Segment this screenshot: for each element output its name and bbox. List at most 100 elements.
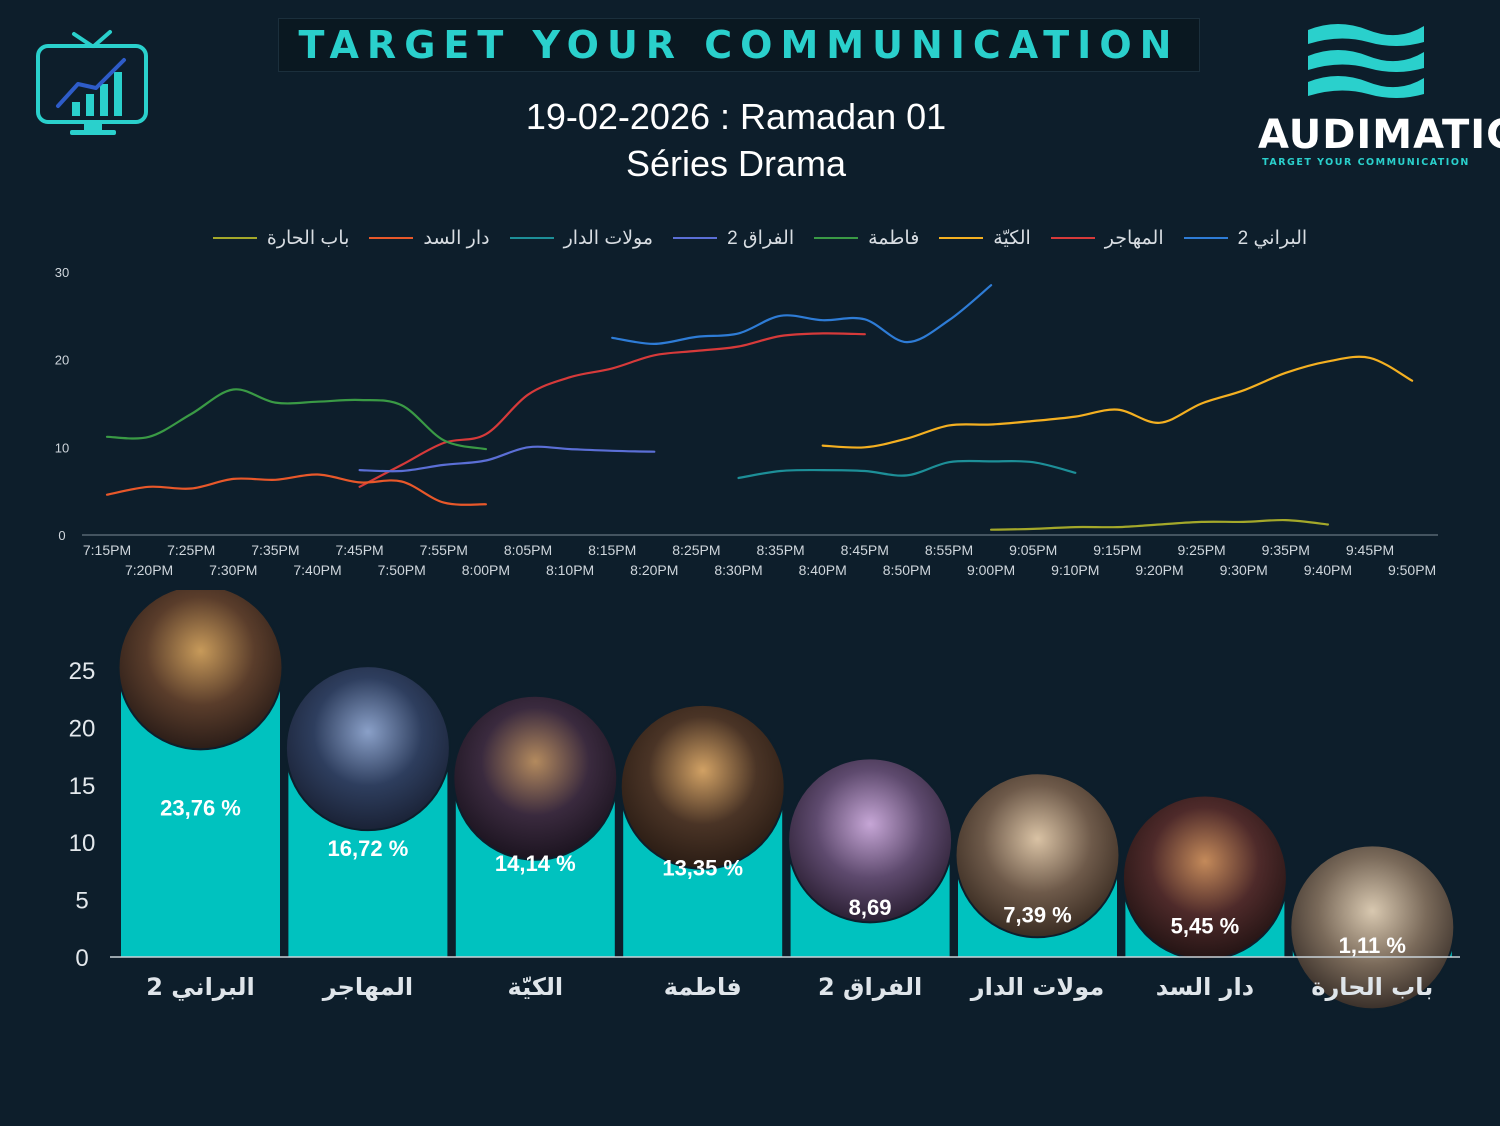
legend-swatch xyxy=(1183,237,1228,239)
series-line xyxy=(105,473,487,506)
legend-item: مولات الدار xyxy=(509,224,654,252)
x-tick-label: 8:35PM xyxy=(756,542,804,558)
bar-chart: 0 5 10 15 20 25 23,76 % البراني 2 16,72 % المهاجر… xyxy=(69,590,1460,1011)
y-tick-label: 10 xyxy=(55,440,69,455)
legend-item: فاطمة xyxy=(814,224,919,252)
x-tick-label: 8:05PM xyxy=(504,542,552,558)
chart-subtitle: Séries Drama xyxy=(625,143,847,184)
x-tick-label: 8:30PM xyxy=(714,562,762,578)
legend-item: البراني 2 xyxy=(1183,224,1308,252)
bar-value-label: 14,14 % xyxy=(495,851,576,876)
line-chart: 0 10 20 30 7:15PM 7:25PM 7:35PM 7:45PM 7:55PM 8:0… xyxy=(55,265,1438,578)
x-tick-label: 9:00PM xyxy=(967,562,1015,578)
legend-label: فاطمة xyxy=(868,227,920,249)
x-tick-label: 8:00PM xyxy=(462,562,510,578)
x-tick-label: 9:25PM xyxy=(1177,542,1225,558)
legend-item: دار السد xyxy=(369,224,490,252)
y-tick-label: 5 xyxy=(75,888,88,915)
bar-value-label: 23,76 % xyxy=(160,796,241,821)
x-tick-label: 8:55PM xyxy=(925,542,973,558)
series-poster-image xyxy=(954,772,1121,939)
x-tick-label: 7:45PM xyxy=(335,542,383,558)
series-poster-image xyxy=(787,757,954,924)
y-tick-label: 0 xyxy=(75,945,88,972)
x-tick-label: 9:05PM xyxy=(1009,542,1057,558)
banner-text: TARGET YOUR COMMUNICATION xyxy=(298,23,1180,67)
legend-item: الكيّة xyxy=(939,224,1031,252)
legend-swatch xyxy=(212,237,257,239)
series-poster-image xyxy=(117,590,284,751)
x-tick-label: 7:55PM xyxy=(420,542,468,558)
x-tick-label: 8:50PM xyxy=(883,562,931,578)
x-tick-label: 8:10PM xyxy=(546,562,594,578)
legend-label: مولات الدار xyxy=(563,227,654,249)
x-tick-label: 8:20PM xyxy=(630,562,678,578)
legend-item: باب الحارة xyxy=(212,224,350,252)
x-tick-label: 8:15PM xyxy=(588,542,636,558)
category-label: الكيّة xyxy=(508,973,564,1001)
series-line xyxy=(990,518,1329,531)
category-label: البراني 2 xyxy=(146,973,255,1001)
legend-swatch xyxy=(369,237,414,239)
x-tick-label: 7:20PM xyxy=(125,562,173,578)
x-tick-label: 7:30PM xyxy=(209,562,257,578)
series-poster-image xyxy=(1289,844,1456,1011)
series-line xyxy=(737,459,1077,480)
category-label: مولات الدار xyxy=(970,973,1104,1001)
brand-tagline: TARGET YOUR COMMUNICATION xyxy=(1262,157,1470,168)
x-tick-label: 9:40PM xyxy=(1304,562,1352,578)
bar-value-label: 16,72 % xyxy=(328,836,409,861)
bar-value-label: 7,39 % xyxy=(1003,903,1072,928)
category-label: المهاجر xyxy=(322,973,413,1001)
x-tick-label: 8:25PM xyxy=(672,542,720,558)
tv-chart-icon xyxy=(34,28,150,136)
category-label: الفراق 2 xyxy=(818,973,922,1001)
x-tick-label: 9:50PM xyxy=(1388,562,1436,578)
x-tick-label: 7:25PM xyxy=(167,542,215,558)
bar-value-label: 5,45 % xyxy=(1171,914,1240,939)
series-poster-image xyxy=(452,694,619,861)
y-tick-label: 15 xyxy=(69,773,96,800)
y-tick-label: 20 xyxy=(69,715,96,742)
bar-value-label: 1,11 % xyxy=(1339,933,1406,958)
category-label: باب الحارة xyxy=(1311,973,1433,1001)
brand-name: AUDIMATIC xyxy=(1258,112,1500,158)
series-line xyxy=(358,332,866,488)
x-tick-label: 8:45PM xyxy=(841,542,889,558)
series-line xyxy=(611,284,993,346)
series-poster-image xyxy=(284,665,451,832)
y-tick-label: 10 xyxy=(69,830,96,857)
x-tick-label: 7:15PM xyxy=(83,542,131,558)
x-tick-label: 9:10PM xyxy=(1051,562,1099,578)
waves-icon xyxy=(1308,24,1424,98)
legend-swatch xyxy=(509,237,554,239)
x-tick-label: 7:50PM xyxy=(378,562,426,578)
y-tick-label: 25 xyxy=(69,658,96,685)
x-tick-label: 7:35PM xyxy=(251,542,299,558)
x-tick-label: 9:30PM xyxy=(1220,562,1268,578)
legend-item: الفراق 2 xyxy=(673,224,794,252)
legend-label: باب الحارة xyxy=(266,227,350,249)
x-tick-label: 7:40PM xyxy=(293,562,341,578)
legend-label: المهاجر xyxy=(1104,227,1164,249)
x-tick-label: 9:15PM xyxy=(1093,542,1141,558)
bar-value-label: 8,69 xyxy=(849,895,892,920)
y-tick-label: 0 xyxy=(58,528,65,543)
legend-item: المهاجر xyxy=(1050,224,1164,252)
series-line xyxy=(358,445,656,473)
series-poster-image xyxy=(1121,794,1288,961)
x-tick-label: 9:35PM xyxy=(1262,542,1310,558)
series-poster-image xyxy=(619,703,786,870)
category-label: فاطمة xyxy=(664,973,742,1001)
legend-label: دار السد xyxy=(423,227,490,249)
series-line xyxy=(105,388,487,451)
chart-title: 19-02-2026 : Ramadan 01 xyxy=(525,96,947,137)
legend-label: الكيّة xyxy=(993,227,1031,249)
legend-swatch xyxy=(1050,237,1095,239)
x-tick-label: 9:45PM xyxy=(1346,542,1394,558)
banner: TARGET YOUR COMMUNICATION xyxy=(278,18,1200,72)
legend-swatch xyxy=(939,237,984,239)
x-tick-label: 9:20PM xyxy=(1135,562,1183,578)
legend-swatch xyxy=(673,237,718,239)
legend-label: البراني 2 xyxy=(1237,227,1308,249)
